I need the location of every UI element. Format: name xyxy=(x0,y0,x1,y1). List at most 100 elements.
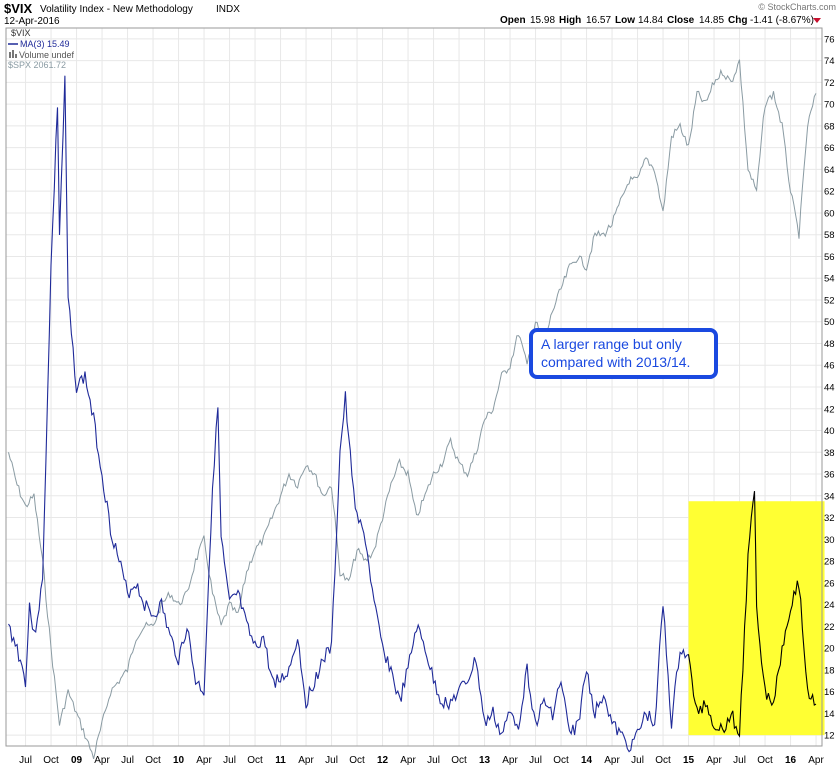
y-tick-label: 28 xyxy=(824,557,835,568)
x-tick-label: Oct xyxy=(43,755,59,766)
y-tick-label: 14 xyxy=(824,709,835,720)
y-tick-label: 72 xyxy=(824,78,835,89)
callout-box xyxy=(529,328,718,379)
x-tick-label: 10 xyxy=(173,755,185,766)
y-tick-label: 26 xyxy=(824,578,835,589)
y-tick-label: 20 xyxy=(824,644,835,655)
x-tick-label: Apr xyxy=(196,755,212,766)
x-tick-label: Oct xyxy=(451,755,467,766)
series-line-spx xyxy=(8,59,817,760)
y-tick-label: 62 xyxy=(824,187,835,198)
open-label: Open xyxy=(500,15,526,26)
y-tick-label: 38 xyxy=(824,448,835,459)
x-tick-label: Jul xyxy=(121,755,134,766)
chart-exchange: INDX xyxy=(216,4,240,15)
x-tick-label: Apr xyxy=(400,755,416,766)
series-layer xyxy=(8,59,817,760)
y-tick-label: 52 xyxy=(824,295,835,306)
x-tick-label: 15 xyxy=(683,755,695,766)
series-line-vix-highlighted xyxy=(687,491,817,738)
y-tick-label: 18 xyxy=(824,665,835,676)
volume-icon xyxy=(9,52,11,58)
y-tick-label: 22 xyxy=(824,622,835,633)
close-label: Close xyxy=(667,15,695,26)
x-tick-label: Oct xyxy=(757,755,773,766)
x-tick-label: Jul xyxy=(733,755,746,766)
x-tick-label: Apr xyxy=(94,755,110,766)
y-tick-label: 48 xyxy=(824,339,835,350)
legend-item-vix: $VIX xyxy=(11,28,31,38)
x-tick-label: Jul xyxy=(631,755,644,766)
series-line-vix xyxy=(8,75,689,753)
open-value: 15.98 xyxy=(530,15,555,26)
y-tick-label: 34 xyxy=(824,491,835,502)
y-tick-label: 60 xyxy=(824,208,835,219)
y-tick-label: 36 xyxy=(824,470,835,481)
legend: $VIX MA(3) 15.49 Volume undef $SPX 2061.… xyxy=(8,28,75,70)
x-tick-label: Jul xyxy=(223,755,236,766)
legend-item-spx: $SPX 2061.72 xyxy=(8,60,66,70)
legend-item-ma: MA(3) 15.49 xyxy=(20,39,70,49)
x-tick-label: 16 xyxy=(785,755,797,766)
y-tick-label: 44 xyxy=(824,383,835,394)
chart-date: 12-Apr-2016 xyxy=(4,16,60,27)
callout-line-2: compared with 2013/14. xyxy=(541,354,690,370)
x-tick-label: Jul xyxy=(529,755,542,766)
x-tick-label: 14 xyxy=(581,755,593,766)
chart-symbol: $VIX xyxy=(4,1,33,16)
x-tick-label: Oct xyxy=(145,755,161,766)
y-tick-label: 32 xyxy=(824,513,835,524)
y-tick-label: 50 xyxy=(824,317,835,328)
y-tick-label: 56 xyxy=(824,252,835,263)
y-tick-label: 70 xyxy=(824,100,835,111)
chg-value: -1.41 (-8.67%) xyxy=(750,15,814,26)
y-tick-label: 42 xyxy=(824,404,835,415)
legend-item-volume: Volume undef xyxy=(19,50,75,60)
x-tick-label: 13 xyxy=(479,755,491,766)
plot-frame xyxy=(5,27,823,747)
x-tick-label: Jul xyxy=(427,755,440,766)
y-tick-label: 46 xyxy=(824,361,835,372)
y-tick-label: 76 xyxy=(824,34,835,45)
x-tick-label: Apr xyxy=(706,755,722,766)
chart-name: Volatility Index - New Methodology xyxy=(40,4,193,15)
high-label: High xyxy=(559,15,581,26)
y-tick-label: 54 xyxy=(824,274,835,285)
y-tick-label: 16 xyxy=(824,687,835,698)
y-tick-label: 30 xyxy=(824,535,835,546)
x-tick-label: Apr xyxy=(808,755,824,766)
x-axis: Jul Oct 09 Apr Jul Oct 10 Apr Jul Oct 11 Apr Jul Oct 1… xyxy=(19,755,824,766)
y-tick-label: 58 xyxy=(824,230,835,241)
x-tick-label: Jul xyxy=(19,755,32,766)
low-label: Low xyxy=(615,15,635,26)
y-axis: 12 14 16 18 20 22 24 26 28 30 32 34 36 38 40 42 44 46 48 50… xyxy=(824,34,835,741)
x-tick-label: Apr xyxy=(604,755,620,766)
callout-line-1: A larger range but only xyxy=(541,336,682,352)
x-tick-label: 11 xyxy=(275,755,286,766)
x-tick-label: Oct xyxy=(349,755,365,766)
chg-label: Chg xyxy=(728,15,747,26)
x-tick-label: Apr xyxy=(502,755,518,766)
grid xyxy=(6,28,822,746)
high-value: 16.57 xyxy=(586,15,611,26)
y-tick-label: 64 xyxy=(824,165,835,176)
x-tick-label: Apr xyxy=(298,755,314,766)
y-tick-label: 12 xyxy=(824,731,835,742)
watermark: © StockCharts.com xyxy=(758,2,836,12)
x-tick-label: 09 xyxy=(71,755,83,766)
y-tick-label: 40 xyxy=(824,426,835,437)
y-tick-label: 68 xyxy=(824,121,835,132)
x-tick-label: Jul xyxy=(325,755,338,766)
annotation-callout: A larger range but only compared with 20… xyxy=(529,328,718,379)
x-tick-label: Oct xyxy=(655,755,671,766)
x-tick-label: 12 xyxy=(377,755,389,766)
highlight-region xyxy=(688,501,825,736)
ohlc-readout: Open 15.98 High 16.57 Low 14.84 Close 14… xyxy=(500,15,821,26)
down-arrow-icon xyxy=(813,18,821,23)
y-tick-label: 74 xyxy=(824,56,835,67)
x-tick-label: Oct xyxy=(553,755,569,766)
x-tick-label: Oct xyxy=(247,755,263,766)
close-value: 14.85 xyxy=(699,15,724,26)
y-tick-label: 66 xyxy=(824,143,835,154)
